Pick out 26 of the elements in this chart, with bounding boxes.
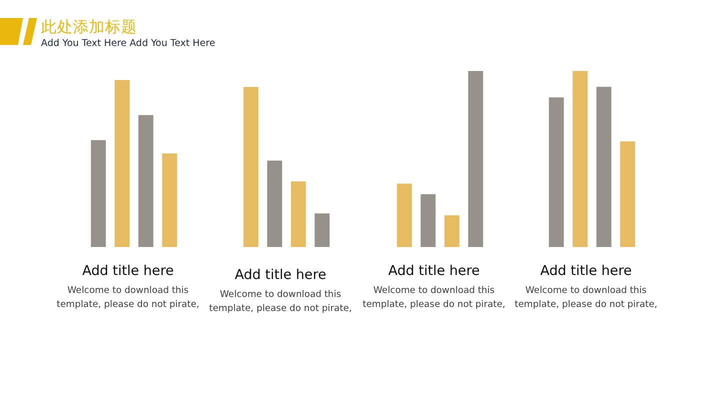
bar bbox=[314, 213, 330, 247]
text: Welcome to download this template, please do not pirate, bbox=[209, 289, 352, 314]
bar bbox=[243, 87, 258, 247]
bar bbox=[548, 97, 564, 247]
bar bbox=[620, 141, 636, 247]
text: Add title here bbox=[540, 263, 632, 279]
text: 此处添加标题 bbox=[41, 18, 137, 36]
text: Add title here bbox=[234, 267, 326, 283]
bar bbox=[420, 194, 436, 247]
text: Welcome to download this template, please do not pirate, bbox=[56, 285, 200, 310]
bar bbox=[267, 160, 282, 247]
bar bbox=[290, 181, 306, 247]
bar bbox=[468, 71, 484, 247]
bar bbox=[114, 80, 130, 247]
bar bbox=[138, 115, 154, 247]
bar bbox=[162, 153, 178, 247]
text: Add You Text Here Add You Text Here bbox=[41, 38, 216, 49]
bar bbox=[90, 140, 106, 247]
bar bbox=[396, 184, 412, 247]
bar bbox=[444, 215, 460, 247]
bar bbox=[596, 86, 612, 247]
text: Welcome to download this template, please do not pirate, bbox=[514, 285, 658, 310]
bar bbox=[572, 71, 588, 247]
text: Add title here bbox=[82, 263, 174, 279]
text: Welcome to download this template, please do not pirate, bbox=[362, 285, 506, 310]
text: Add title here bbox=[388, 263, 480, 279]
